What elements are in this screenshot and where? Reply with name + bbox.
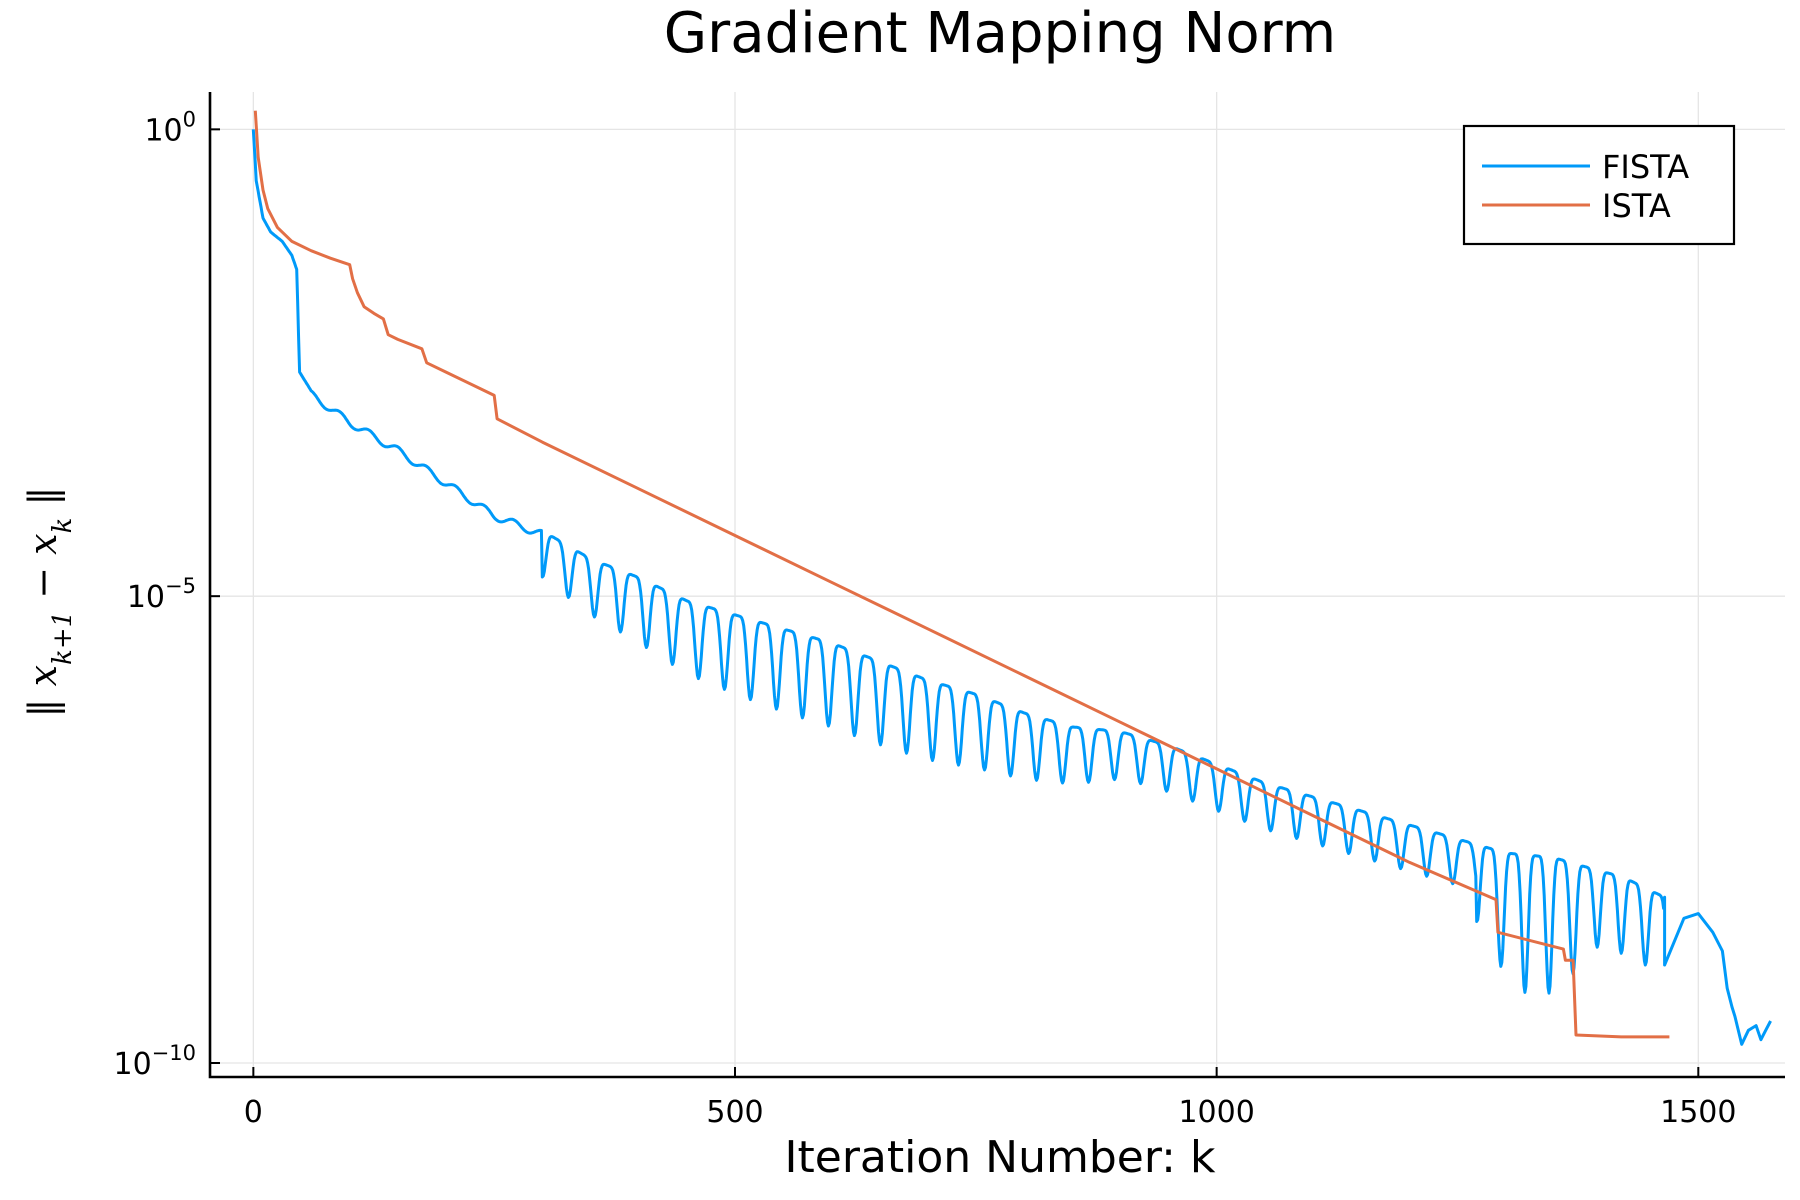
x-tick-label-2: 1000 (1178, 1095, 1254, 1130)
x-tick-label-1: 500 (706, 1095, 763, 1130)
x-tick-label-3: 1500 (1660, 1095, 1736, 1130)
y-axis-label: ‖ xk+1 − xk ‖ (21, 487, 78, 718)
y-axis-ticks: 100 10−5 10−10 (113, 107, 220, 1082)
x-tick-label-0: 0 (244, 1095, 263, 1130)
series-line-ista (253, 110, 1670, 1039)
series-line-fista (251, 129, 1772, 1046)
legend-label-ista: ISTA (1602, 187, 1671, 225)
legend-box (1462, 124, 1736, 246)
legend-label-fista: FISTA (1602, 148, 1689, 186)
axis-frame (208, 92, 1785, 1079)
y-tick-label-2: 10−10 (113, 1041, 196, 1082)
chart-title: Gradient Mapping Norm (664, 1, 1336, 66)
y-tick-label-1: 10−5 (127, 574, 196, 615)
legend: FISTA ISTA (1462, 124, 1736, 246)
y-axis-label-text: ‖ xk+1 − xk ‖ (21, 487, 78, 718)
y-tick-label-0: 100 (144, 107, 196, 148)
x-axis-ticks: 0 500 1000 1500 (244, 1067, 1736, 1130)
grid-lines (210, 92, 1785, 1077)
series-lines (251, 110, 1772, 1046)
x-axis-label: Iteration Number: k (785, 1132, 1216, 1183)
